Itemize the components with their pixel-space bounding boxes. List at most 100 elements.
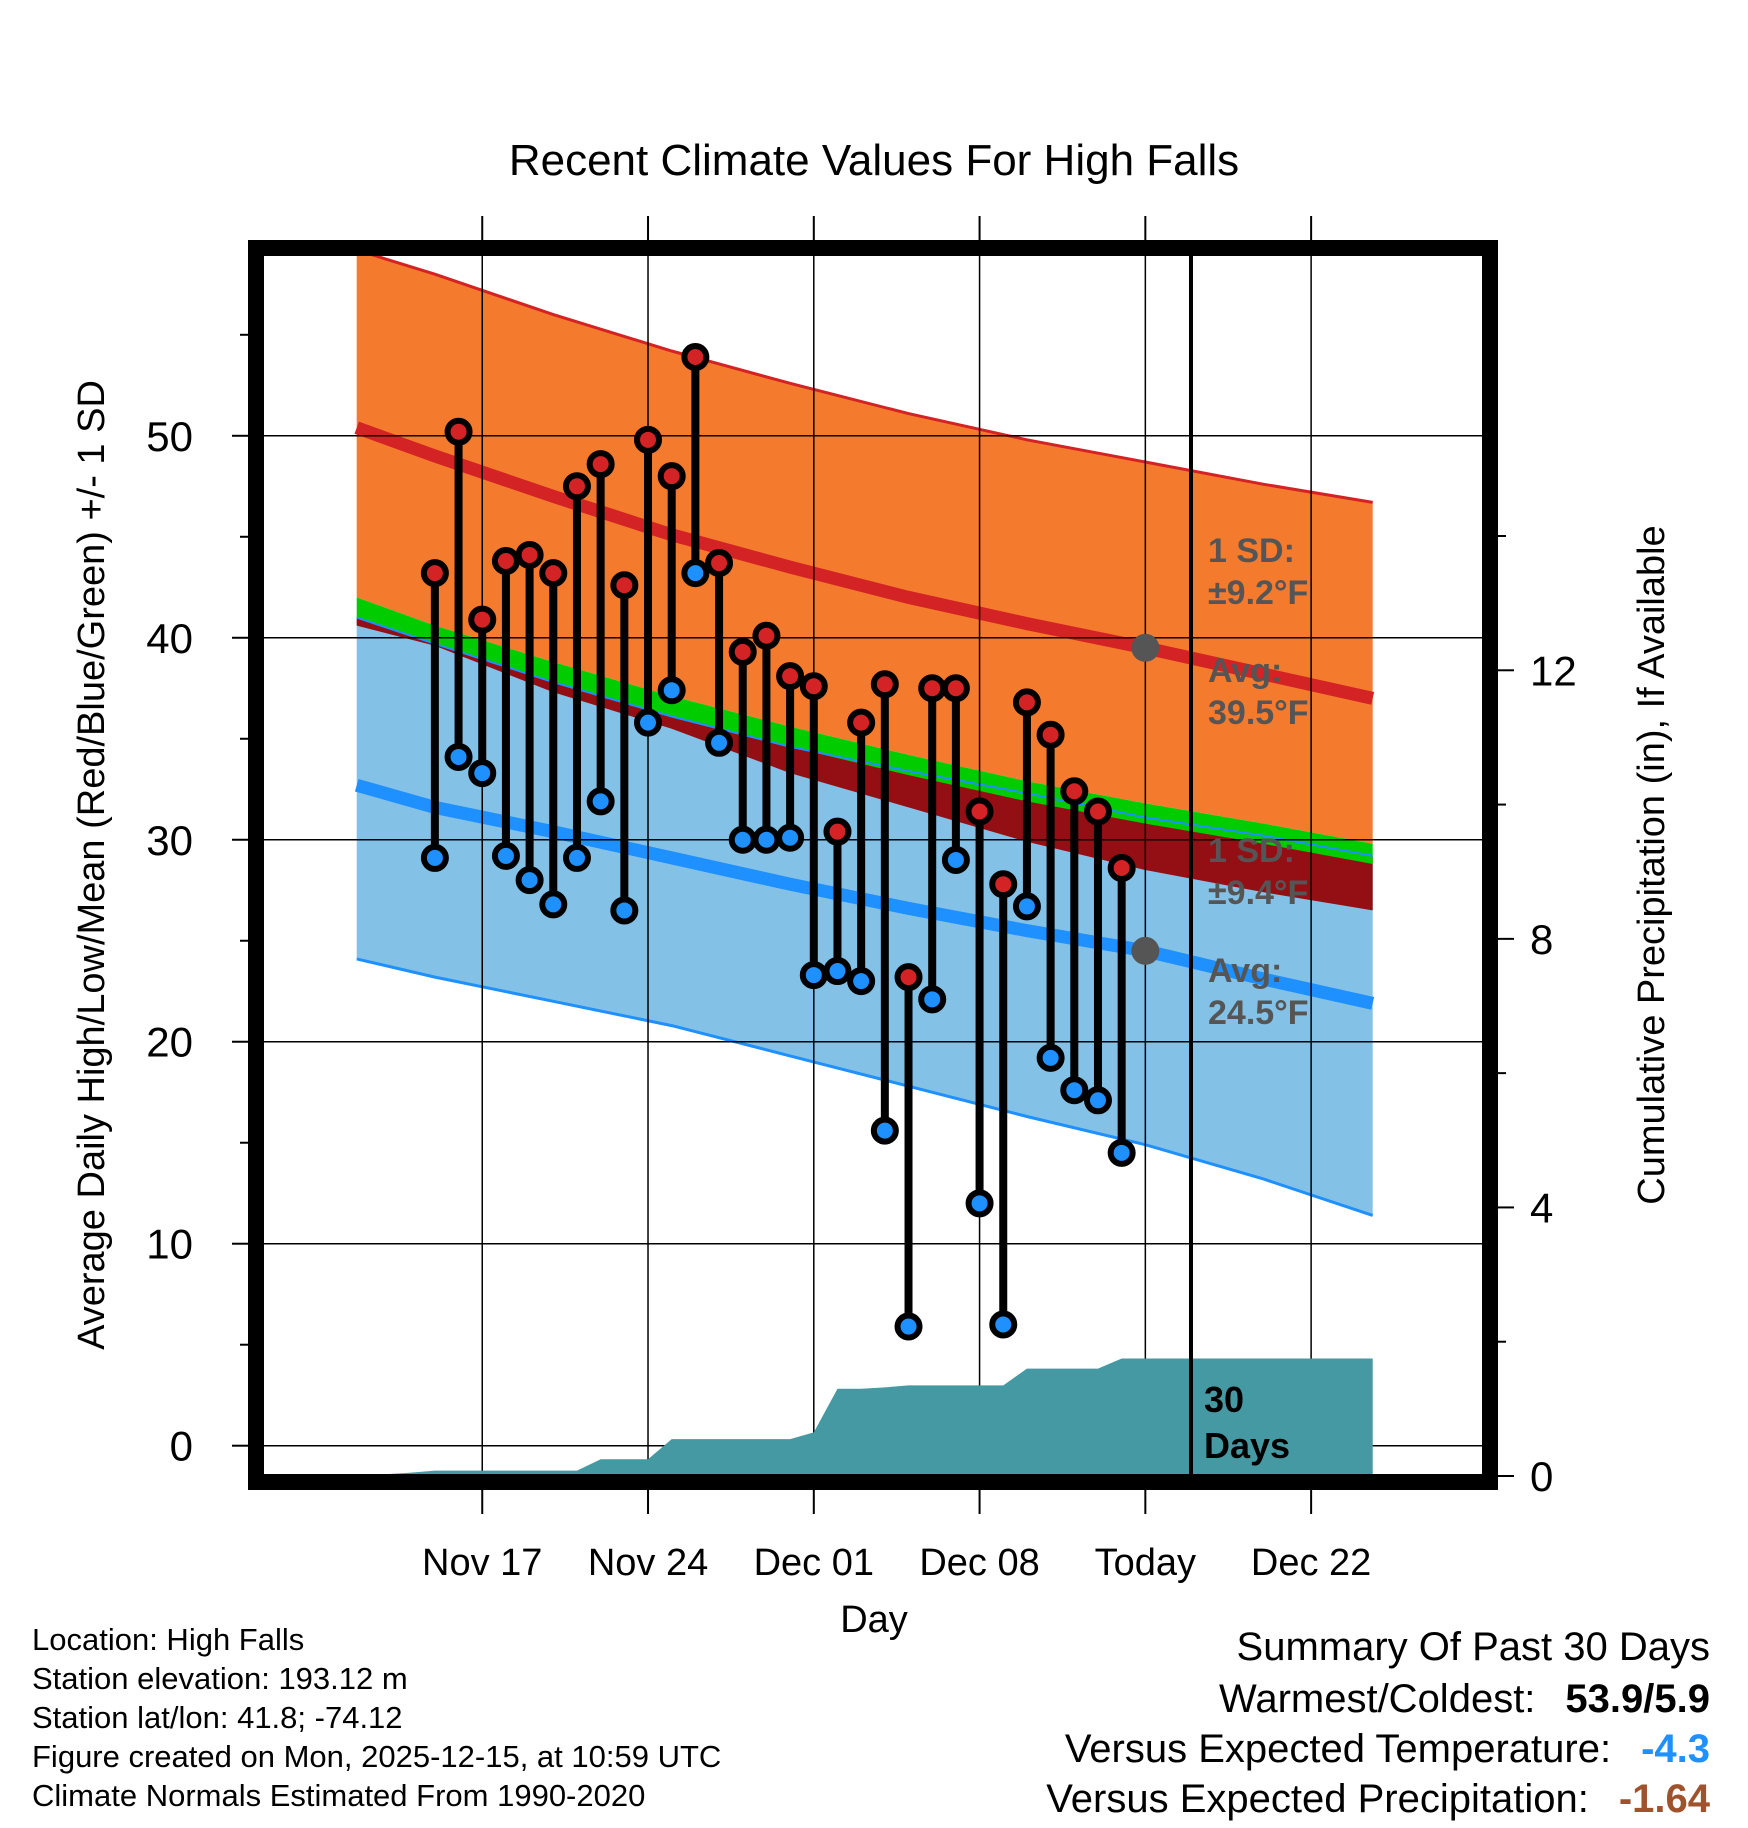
obs-high-marker: [681, 343, 710, 372]
precip-area: [356, 1358, 1373, 1476]
plot-frame: [248, 240, 1498, 1490]
warmest-coldest-value: 53.9/5.9: [1565, 1677, 1710, 1721]
created-text: Figure created on Mon, 2025-12-15, at 10…: [32, 1739, 722, 1774]
obs-high-marker: [752, 621, 781, 650]
obs-high-marker: [989, 870, 1018, 899]
obs-high-marker: [539, 559, 568, 588]
obs-high-marker: [1012, 688, 1041, 717]
obs-high-marker: [491, 547, 520, 576]
high-upper-sd-line: [364, 254, 1373, 504]
warmest-coldest-label: Warmest/Coldest:: [1219, 1677, 1536, 1721]
axes: 0 10 20 30 40 50 0 4 8 12 Nov 17 Nov 24 Dec 01 Dec 08…: [146, 216, 1577, 1584]
obs-low-marker: [562, 843, 591, 872]
obs-low-marker: [444, 742, 473, 771]
x-axis-label: Day: [840, 1599, 908, 1641]
y-tick-label-right: 12: [1530, 647, 1577, 694]
station-info: Location: High Falls Station elevation: …: [32, 1620, 721, 1815]
obs-low-marker: [728, 825, 757, 854]
obs-high-marker: [823, 817, 852, 846]
x-tick-label: Today: [1095, 1542, 1196, 1584]
obs-low-marker: [894, 1312, 923, 1341]
high-avg-line: [354, 421, 1375, 705]
high-sd-value: ±9.2°F: [1208, 574, 1308, 612]
obs-low-marker: [799, 961, 828, 990]
obs-low-marker: [918, 985, 947, 1014]
obs-low-marker: [515, 866, 544, 895]
window-label-number: 30: [1204, 1379, 1244, 1420]
obs-low-marker: [468, 759, 497, 788]
obs-low-marker: [586, 787, 615, 816]
obs-low-marker: [776, 823, 805, 852]
obs-high-marker: [965, 797, 994, 826]
obs-low-marker: [752, 825, 781, 854]
low-sd-value: ±9.4°F: [1208, 874, 1308, 912]
obs-low-marker: [1036, 1043, 1065, 1072]
location-text: Location: High Falls: [32, 1622, 305, 1657]
obs-high-marker: [420, 559, 449, 588]
obs-high-marker: [610, 571, 639, 600]
y-tick-label-left: 0: [170, 1423, 193, 1470]
obs-high-marker: [870, 670, 899, 699]
obs-low-marker: [491, 841, 520, 870]
y-tick-label-left: 40: [146, 615, 193, 662]
obs-high-marker: [515, 540, 544, 569]
obs-high-marker: [634, 425, 663, 454]
annotations-layer: 1 SD: ±9.2°F Avg: 39.5°F 1 SD: ±9.4°F Av…: [1131, 254, 1309, 1476]
low-upper-sd-line: [356, 616, 1373, 857]
obs-low-marker: [989, 1310, 1018, 1339]
obs-low-marker: [1083, 1086, 1112, 1115]
summary-temperature: Versus Expected Temperature: -4.3: [1046, 1724, 1710, 1774]
obs-high-marker: [799, 672, 828, 701]
obs-low-marker: [1060, 1076, 1089, 1105]
y-axis-label-right: Cumulative Precipitation (in), If Availa…: [1631, 525, 1673, 1204]
obs-low-marker: [657, 676, 686, 705]
obs-low-marker: [681, 559, 710, 588]
summary-precipitation: Versus Expected Precipitation: -1.64: [1046, 1774, 1710, 1824]
obs-high-marker: [705, 549, 734, 578]
obs-high-marker: [562, 472, 591, 501]
obs-low-marker: [634, 708, 663, 737]
obs-high-marker: [728, 637, 757, 666]
x-tick-label: Dec 08: [919, 1542, 1039, 1584]
summary-panel: Summary Of Past 30 Days Warmest/Coldest:…: [1046, 1620, 1710, 1824]
obs-high-marker: [918, 674, 947, 703]
y-tick-label-right: 4: [1530, 1184, 1553, 1231]
low-avg-label: Avg:: [1208, 952, 1282, 990]
obs-high-marker: [1083, 797, 1112, 826]
high-avg-label: Avg:: [1208, 652, 1282, 690]
y-tick-label-right: 8: [1530, 916, 1553, 963]
x-tick-label: Dec 01: [754, 1542, 874, 1584]
obs-low-marker: [610, 896, 639, 925]
obs-high-marker: [1107, 854, 1136, 883]
x-tick-label: Dec 22: [1251, 1542, 1371, 1584]
obs-low-marker: [870, 1116, 899, 1145]
y-tick-label-left: 20: [146, 1019, 193, 1066]
obs-high-marker: [894, 963, 923, 992]
window-label-days: Days: [1204, 1425, 1290, 1466]
obs-high-marker: [1036, 720, 1065, 749]
obs-high-marker: [776, 662, 805, 691]
obs-low-marker: [539, 890, 568, 919]
precip-layer: [356, 1358, 1373, 1476]
low-avg-line: [354, 778, 1375, 1010]
temp-label: Versus Expected Temperature:: [1064, 1727, 1612, 1771]
x-tick-label: Nov 17: [422, 1542, 542, 1584]
obs-high-marker: [657, 462, 686, 491]
low-sd-label: 1 SD:: [1208, 832, 1295, 870]
chart-title: Recent Climate Values For High Falls: [509, 136, 1239, 185]
today-high-avg-dot: [1131, 633, 1160, 662]
high-sd-band: [356, 254, 1373, 844]
high-avg-value: 39.5°F: [1208, 694, 1309, 732]
obs-low-marker: [705, 728, 734, 757]
obs-high-marker: [847, 708, 876, 737]
low-avg-value: 24.5°F: [1208, 994, 1309, 1032]
elevation-text: Station elevation: 193.12 m: [32, 1661, 408, 1696]
temp-value: -4.3: [1641, 1727, 1710, 1771]
obs-low-marker: [847, 967, 876, 996]
summary-title: Summary Of Past 30 Days: [1236, 1625, 1710, 1669]
y-axis-label-left: Average Daily High/Low/Mean (Red/Blue/Gr…: [71, 380, 113, 1350]
observations-layer: [420, 343, 1136, 1341]
latlon-text: Station lat/lon: 41.8; -74.12: [32, 1700, 403, 1735]
obs-low-marker: [420, 843, 449, 872]
obs-low-marker: [1012, 892, 1041, 921]
